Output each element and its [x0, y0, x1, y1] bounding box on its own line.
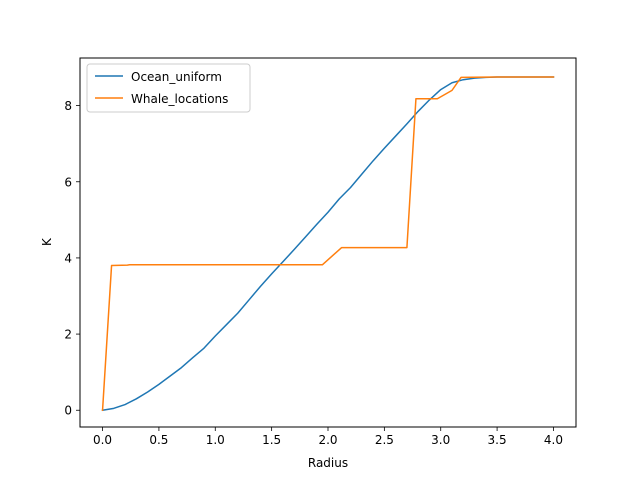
x-axis-ticks: 0.0 0.5 1.0 1.5 2.0 2.5 3.0 3.5 4.0	[93, 427, 563, 447]
x-tick-label: 1.5	[262, 433, 281, 447]
x-tick-label: 2.0	[318, 433, 337, 447]
x-tick-label: 1.0	[206, 433, 225, 447]
x-tick-label: 0.0	[93, 433, 112, 447]
y-tick-label: 6	[64, 175, 72, 189]
legend-label-ocean-uniform: Ocean_uniform	[131, 70, 222, 84]
y-tick-label: 0	[64, 404, 72, 418]
y-tick-label: 8	[64, 99, 72, 113]
y-axis-ticks: 0 2 4 6 8	[64, 99, 80, 418]
y-tick-label: 2	[64, 328, 72, 342]
x-tick-label: 4.0	[544, 433, 563, 447]
x-tick-label: 0.5	[149, 433, 168, 447]
y-tick-label: 4	[64, 251, 72, 265]
x-axis-label: Radius	[308, 456, 348, 470]
x-tick-label: 3.0	[431, 433, 450, 447]
legend-label-whale-locations: Whale_locations	[131, 92, 228, 106]
x-tick-label: 2.5	[375, 433, 394, 447]
x-tick-label: 3.5	[488, 433, 507, 447]
plot-lines	[101, 76, 555, 412]
legend-box	[86, 63, 251, 113]
series-line-whale-locations	[101, 76, 555, 412]
legend: Ocean_uniform Whale_locations	[86, 63, 251, 113]
y-axis-label: K	[40, 237, 54, 246]
